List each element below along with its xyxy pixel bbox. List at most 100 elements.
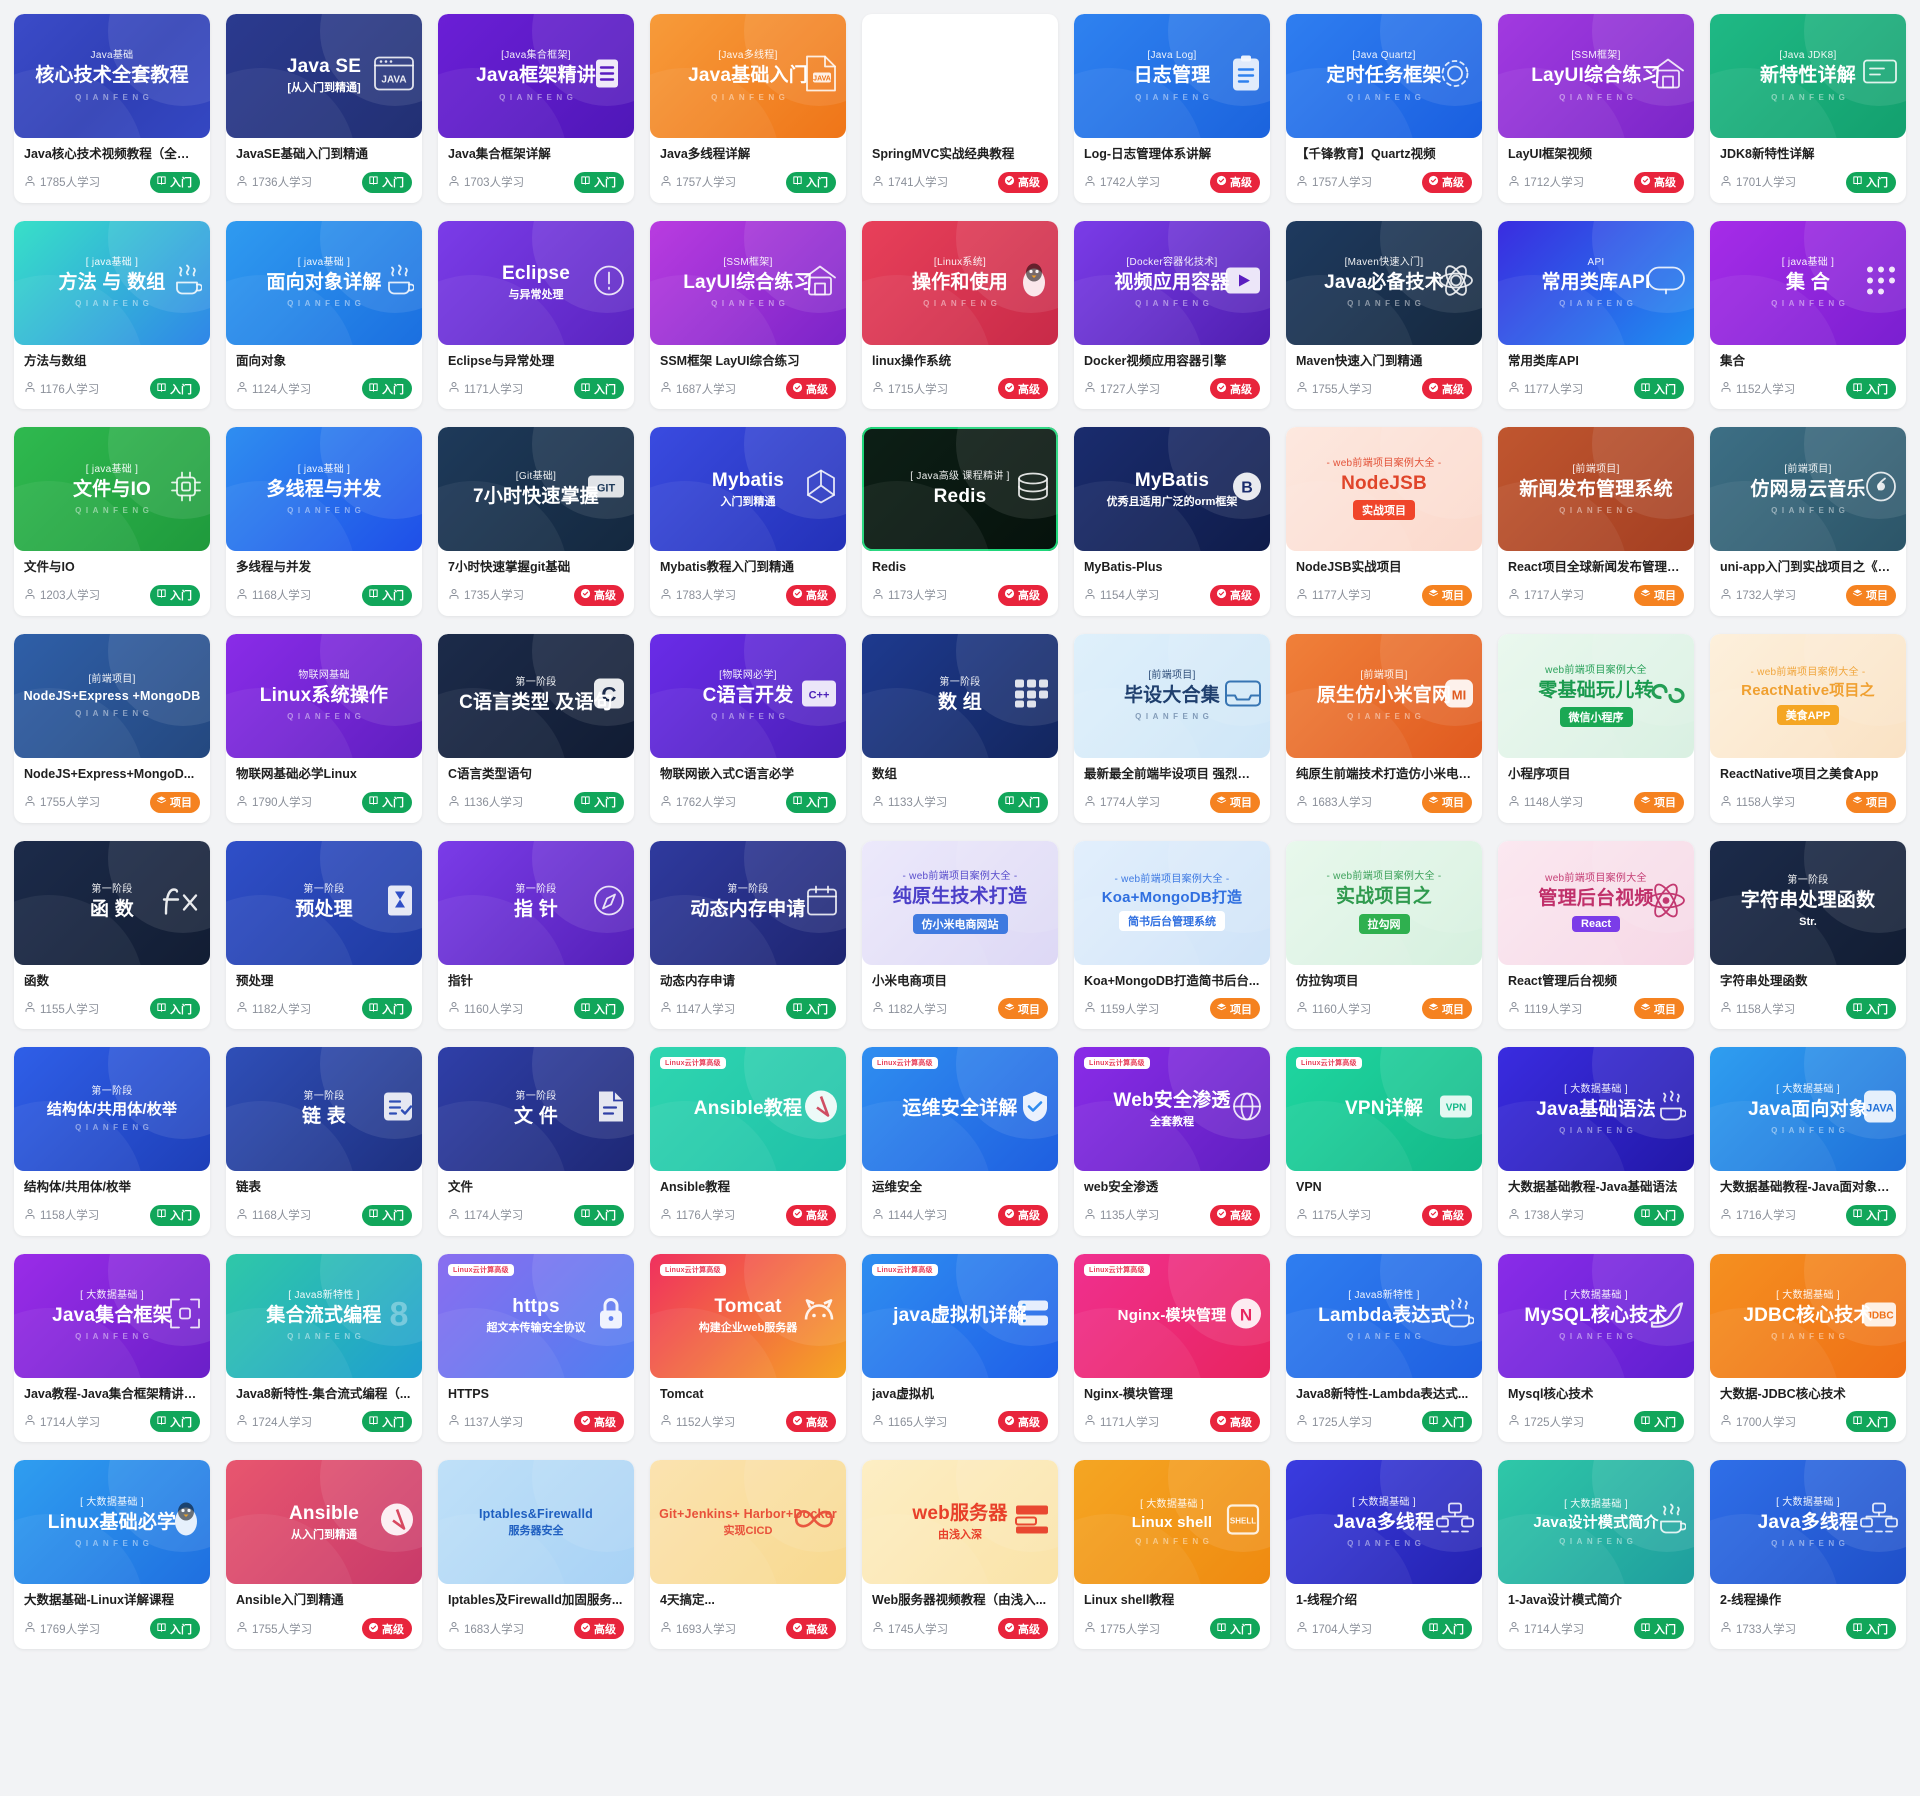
course-title[interactable]: Log-日志管理体系讲解 bbox=[1084, 147, 1212, 161]
course-title[interactable]: 【千锋教育】Quartz视频 bbox=[1296, 147, 1436, 161]
course-title[interactable]: 7小时快速掌握git基础 bbox=[448, 560, 571, 575]
course-card[interactable]: Linux云计算高级 https 超文本传输安全协议 HTTPS 1137人学习 高级 bbox=[438, 1253, 634, 1443]
course-title[interactable]: 结构体/共用体/枚举 bbox=[24, 1180, 131, 1195]
course-card[interactable]: [SSM框架] LayUI综合练习 QIANFENG LayUI框架视频 1712人学习… bbox=[1498, 14, 1694, 203]
course-card[interactable]: 第一阶段 结构体/共用体/枚举 QIANFENG 结构体/共用体/枚举 1158人学习 入… bbox=[14, 1047, 210, 1236]
course-card[interactable]: - web前端项目案例大全 - NodeJSB 实战项目 NodeJSB实战项目 117… bbox=[1286, 427, 1482, 616]
course-card[interactable]: Linux云计算高级 N Nginx-模块管理 Nginx-模块管理 1171人学习 高级 bbox=[1074, 1253, 1270, 1443]
course-card[interactable]: [Docker容器化技术] 视频应用容器 QIANFENG Docker视频应用容器引… bbox=[1074, 220, 1270, 410]
course-card[interactable]: JAVA [Java多线程] Java基础入门 QIANFENG Java多线程详解 17… bbox=[650, 14, 846, 203]
course-card[interactable]: [前端项目] 毕设大合集 QIANFENG 最新最全前端毕设项目 强烈建... 1774… bbox=[1074, 633, 1270, 823]
course-card[interactable]: - web前端项目案例大全 - 实战项目之 拉勾网 仿拉钩项目 1160人学习 项目 bbox=[1286, 840, 1482, 1030]
course-title[interactable]: Eclipse与异常处理 bbox=[448, 353, 555, 368]
course-card[interactable]: [ java基础 ] 集 合 QIANFENG 集合 1152人学习 入门 bbox=[1710, 220, 1906, 410]
course-title[interactable]: SSM框架 LayUI综合练习 bbox=[660, 353, 800, 368]
course-title[interactable]: 运维安全 bbox=[872, 1180, 923, 1195]
course-title[interactable]: 数组 bbox=[872, 766, 898, 781]
course-title[interactable]: web安全渗透 bbox=[1084, 1180, 1159, 1195]
course-card[interactable]: GIT [Git基础] 7小时快速掌握 7小时快速掌握git基础 1735人学习 高级 bbox=[438, 427, 634, 616]
course-card[interactable]: Linux云计算高级 Web安全渗透 全套教程 web安全渗透 1135人学习 高级 bbox=[1074, 1047, 1270, 1236]
course-card[interactable]: Linux云计算高级 java虚拟机详解 java虚拟机 1165人学习 高级 bbox=[862, 1253, 1058, 1443]
course-card[interactable]: [Java Quartz] 定时任务框架 QIANFENG 【千锋教育】Quartz视… bbox=[1286, 14, 1482, 203]
course-title[interactable]: HTTPS bbox=[448, 1386, 489, 1401]
course-title[interactable]: Java集合框架详解 bbox=[448, 147, 551, 161]
course-card[interactable]: JAVA [ 大数据基础 ] Java面向对象 QIANFENG 大数据基础教程-Jav… bbox=[1710, 1047, 1906, 1236]
course-card[interactable]: JAVA Java SE [从入门到精通] JavaSE基础入门到精通 1736人学习 入… bbox=[226, 14, 422, 203]
course-title[interactable]: 纯原生前端技术打造仿小米电商... bbox=[1296, 766, 1472, 781]
course-card[interactable]: B MyBatis 优秀且适用广泛的orm框架 MyBatis-Plus 1154人学习… bbox=[1074, 427, 1270, 616]
course-card[interactable]: Eclipse 与异常处理 Eclipse与异常处理 1171人学习 入门 bbox=[438, 220, 634, 410]
course-title[interactable]: VPN bbox=[1296, 1180, 1322, 1195]
course-card[interactable]: Mybatis 入门到精通 Mybatis教程入门到精通 1783人学习 高级 bbox=[650, 427, 846, 616]
course-title[interactable]: NodeJSB实战项目 bbox=[1296, 560, 1402, 575]
course-title[interactable]: 物联网基础必学Linux bbox=[236, 766, 357, 781]
course-card[interactable]: [ Java8新特性 ] Lambda表达式 QIANFENG Java8新特性-La… bbox=[1286, 1253, 1482, 1443]
course-card[interactable]: 第一阶段指 针指针 1160人学习 入门 bbox=[438, 840, 634, 1030]
course-title[interactable]: linux操作系统 bbox=[872, 353, 952, 368]
course-title[interactable]: 链表 bbox=[236, 1180, 262, 1195]
course-title[interactable]: 大数据-JDBC核心技术 bbox=[1720, 1386, 1846, 1401]
course-title[interactable]: 方法与数组 bbox=[24, 353, 87, 368]
course-title[interactable]: Mysql核心技术 bbox=[1508, 1386, 1594, 1401]
course-card[interactable]: web前端项目案例大全 零基础玩儿转 微信小程序 小程序项目 1148人学习 项目 bbox=[1498, 633, 1694, 823]
course-card[interactable]: - web前端项目案例大全 - 纯原生技术打造 仿小米电商网站 小米电商项目 1182人… bbox=[862, 840, 1058, 1030]
course-card[interactable]: [ 大数据基础 ] Java多线程 QIANFENG 1-线程介绍 1704人学习 入门 bbox=[1286, 1460, 1482, 1649]
course-title[interactable]: ReactNative项目之美食App bbox=[1720, 766, 1879, 781]
course-title[interactable]: 动态内存申请 bbox=[660, 973, 736, 988]
course-title[interactable]: 1-线程介绍 bbox=[1296, 1593, 1358, 1608]
course-card[interactable]: [前端项目] 仿网易云音乐 QIANFENG uni-app入门到实战项目之《仿...… bbox=[1710, 427, 1906, 616]
course-card[interactable]: 第一阶段 字符串处理函数 Str. 字符串处理函数 1158人学习 入门 bbox=[1710, 840, 1906, 1030]
course-title[interactable]: 集合 bbox=[1720, 353, 1746, 368]
course-title[interactable]: Web服务器视频教程（由浅入... bbox=[872, 1593, 1047, 1608]
course-card[interactable]: [ 大数据基础 ] Linux基础必学 QIANFENG 大数据基础-Linux详解课… bbox=[14, 1460, 210, 1649]
course-title[interactable]: Docker视频应用容器引擎 bbox=[1084, 353, 1227, 368]
course-card[interactable]: [ 大数据基础 ] Java集合框架 QIANFENG Java教程-Java集合框架… bbox=[14, 1253, 210, 1443]
course-title[interactable]: Mybatis教程入门到精通 bbox=[660, 560, 795, 575]
course-title[interactable]: 文件与IO bbox=[24, 560, 75, 575]
course-card[interactable]: MI [前端项目] 原生仿小米官网 QIANFENG 纯原生前端技术打造仿小米电商...… bbox=[1286, 633, 1482, 823]
course-card[interactable]: [ java基础 ] 文件与IO QIANFENG 文件与IO 1203人学习 入门 bbox=[14, 427, 210, 616]
course-card[interactable]: [Maven快速入门] Java必备技术 QIANFENG Maven快速入门到精通 1… bbox=[1286, 220, 1482, 410]
course-card[interactable]: JDBC [ 大数据基础 ] JDBC核心技术 QIANFENG 大数据-JDBC核心技… bbox=[1710, 1253, 1906, 1443]
course-card[interactable]: 8 [ Java8新特性 ] 集合流式编程 QIANFENG Java8新特性-集合流式… bbox=[226, 1253, 422, 1443]
course-title[interactable]: 面向对象 bbox=[236, 353, 287, 368]
course-title[interactable]: SpringMVC实战经典教程 bbox=[872, 147, 1015, 161]
course-card[interactable]: Ansible 从入门到精通 Ansible入门到精通 1755人学习 高级 bbox=[226, 1460, 422, 1649]
course-card[interactable]: [ 大数据基础 ] Java多线程 QIANFENG 2-线程操作 1733人学习 入门 bbox=[1710, 1460, 1906, 1649]
course-title[interactable]: 大数据基础教程-Java基础语法 bbox=[1508, 1180, 1678, 1195]
course-card[interactable]: [Java SpringMVC] 实战经典教程 QIANFENG SpringMVC实… bbox=[862, 14, 1058, 203]
course-card[interactable]: web前端项目案例大全 管理后台视频 React React管理后台视频 1119人学习… bbox=[1498, 840, 1694, 1030]
course-card[interactable]: SHELL [ 大数据基础 ] Linux shell QIANFENG Linux s… bbox=[1074, 1460, 1270, 1649]
course-card[interactable]: web服务器 由浅入深 Web服务器视频教程（由浅入... 1745人学习 高级 bbox=[862, 1460, 1058, 1649]
course-title[interactable]: 4天搞定... bbox=[660, 1593, 715, 1608]
course-card[interactable]: Linux云计算高级 运维安全详解 运维安全 1144人学习 高级 bbox=[862, 1047, 1058, 1236]
course-title[interactable]: 字符串处理函数 bbox=[1720, 973, 1808, 988]
course-title[interactable]: 函数 bbox=[24, 973, 50, 988]
course-card[interactable]: API 常用类库API QIANFENG 常用类库API 1177人学习 入门 bbox=[1498, 220, 1694, 410]
course-title[interactable]: Ansible入门到精通 bbox=[236, 1593, 344, 1608]
course-card[interactable]: - web前端项目案例大全 - ReactNative项目之 美食APP ReactN… bbox=[1710, 633, 1906, 823]
course-title[interactable]: 大数据基础-Linux详解课程 bbox=[24, 1593, 174, 1608]
course-title[interactable]: Java核心技术视频教程（全套） bbox=[24, 147, 200, 161]
course-title[interactable]: JavaSE基础入门到精通 bbox=[236, 147, 368, 161]
course-card[interactable]: [前端项目] 新闻发布管理系统 QIANFENG React项目全球新闻发布管理系统 1… bbox=[1498, 427, 1694, 616]
course-title[interactable]: Java8新特性-集合流式编程（... bbox=[236, 1386, 411, 1401]
course-card[interactable]: [ Java高级 课程精讲 ] Redis Redis 1173人学习 高级 bbox=[862, 427, 1058, 616]
course-title[interactable]: React管理后台视频 bbox=[1508, 973, 1618, 988]
course-card[interactable]: [ 大数据基础 ] MySQL核心技术 QIANFENG Mysql核心技术 1725人… bbox=[1498, 1253, 1694, 1443]
course-card[interactable]: 物联网基础 Linux系统操作 QIANFENG 物联网基础必学Linux 1790人学… bbox=[226, 633, 422, 823]
course-title[interactable]: uni-app入门到实战项目之《仿... bbox=[1720, 560, 1896, 575]
course-title[interactable]: Linux shell教程 bbox=[1084, 1593, 1175, 1608]
course-title[interactable]: 物联网嵌入式C语言必学 bbox=[660, 766, 795, 781]
course-title[interactable]: 预处理 bbox=[236, 973, 274, 988]
course-card[interactable]: 第一阶段 动态内存申请 动态内存申请 1147人学习 入门 bbox=[650, 840, 846, 1030]
course-card[interactable]: [ java基础 ] 方法 与 数组 QIANFENG 方法与数组 1176人学习 入门 bbox=[14, 220, 210, 410]
course-card[interactable]: 第一阶段链 表链表 1168人学习 入门 bbox=[226, 1047, 422, 1236]
course-title[interactable]: 最新最全前端毕设项目 强烈建... bbox=[1084, 766, 1260, 781]
course-card[interactable]: [ java基础 ] 多线程与并发 QIANFENG 多线程与并发 1168人学习 入门 bbox=[226, 427, 422, 616]
course-card[interactable]: 第一阶段 预处理 预处理 1182人学习 入门 bbox=[226, 840, 422, 1030]
course-card[interactable]: C++ [物联网必学] C语言开发 QIANFENG 物联网嵌入式C语言必学 1762人学… bbox=[650, 633, 846, 823]
course-card[interactable]: [ 大数据基础 ] Java设计模式简介 QIANFENG 1-Java设计模式简介 1… bbox=[1498, 1460, 1694, 1649]
course-title[interactable]: 大数据基础教程-Java面对象编程 bbox=[1720, 1180, 1896, 1195]
course-card[interactable]: [前端项目] NodeJS+Express +MongoDB QIANFENG Nod… bbox=[14, 633, 210, 823]
